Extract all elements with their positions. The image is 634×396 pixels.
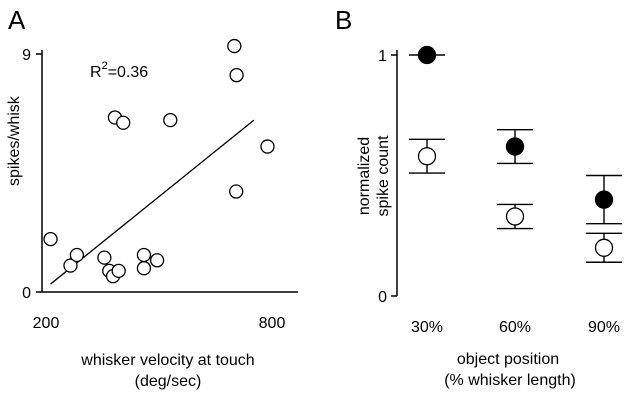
panel-a-y-axis-title: spikes/whisk <box>6 95 23 186</box>
panel-a-data-point-8 <box>116 115 131 130</box>
panel-b-x-tick-label-30: 30% <box>411 319 443 336</box>
panel-b-filled-point-0 <box>417 45 437 65</box>
panel-b-x-axis-title-line2: (% whisker length) <box>444 372 576 389</box>
panel-a-data-point-14 <box>229 68 244 83</box>
panel-a-data-point-9 <box>136 247 152 263</box>
panel-b-open-point-1 <box>505 207 525 226</box>
panel-a-data-point-3 <box>97 250 112 265</box>
panel-b-plot-area <box>409 45 622 263</box>
panel-a-data-point-10 <box>136 261 152 276</box>
panel-a-data-point-0 <box>43 231 58 247</box>
panel-a-y-tick-label-min: 0 <box>22 285 31 302</box>
panel-b-x-axis-title-line1: object position <box>457 351 559 368</box>
panel-a-data-point-13 <box>227 38 242 54</box>
panel-a-data-point-12 <box>163 112 178 128</box>
panel-b-open-point-0 <box>417 147 437 166</box>
panel-a-x-axis-title-line2: (deg/sec) <box>135 373 202 390</box>
panel-b-x-tick-label-60: 60% <box>499 319 531 336</box>
annotation-rest: =0.36 <box>108 64 149 81</box>
panel-a-x-tick-label-max: 800 <box>259 315 286 332</box>
panel-a-x-tick-label-min: 200 <box>33 315 60 332</box>
panel-a-fit-line <box>50 119 255 285</box>
panel-b-y-tick-label-max: 1 <box>378 48 387 65</box>
panel-b-filled-point-1 <box>505 137 525 156</box>
panel-a-data-point-6 <box>111 263 126 278</box>
panel-b-x-tick-label-90: 90% <box>588 319 620 336</box>
panel-a-data-point-1 <box>63 258 78 273</box>
panel-a: A 0 9 200 800 spikes/whisk whisker veloc… <box>6 5 298 390</box>
panel-a-x-axis-title-line1: whisker velocity at touch <box>80 352 254 369</box>
panel-a-r-squared-annotation: R2=0.36 <box>90 60 148 81</box>
panel-b-y-axis-title-line1: normalized <box>356 137 373 215</box>
panel-b: B 0 1 normalized spike count 30% 60% 90%… <box>335 5 622 389</box>
panel-b-letter: B <box>335 5 352 35</box>
panel-b-filled-point-2 <box>594 190 614 209</box>
panel-a-data-point-11 <box>149 253 165 268</box>
panel-a-letter: A <box>8 5 26 35</box>
panel-b-open-point-2 <box>594 238 614 257</box>
panel-a-data-point-2 <box>69 247 85 263</box>
annotation-superscript: 2 <box>102 60 108 72</box>
panel-b-y-axis-title-line2: spike count <box>375 135 392 216</box>
panel-a-data-point-16 <box>260 139 275 154</box>
panel-a-plot-area <box>43 38 275 285</box>
panel-a-data-point-15 <box>229 184 244 199</box>
annotation-base: R <box>90 64 102 81</box>
panel-b-y-tick-label-min: 0 <box>378 289 387 306</box>
panel-a-y-tick-label-max: 9 <box>22 47 31 64</box>
